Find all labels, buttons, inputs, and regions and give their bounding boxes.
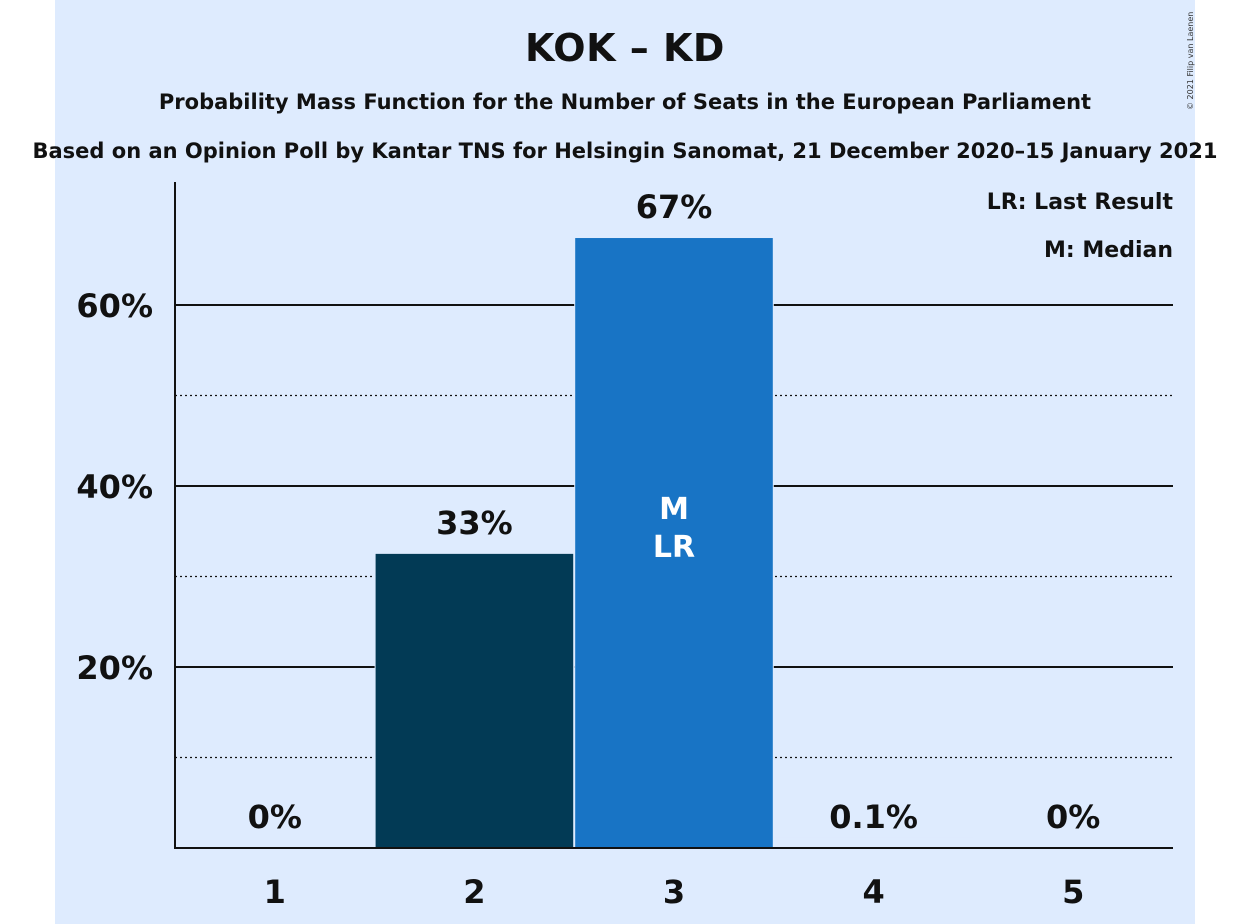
y-tick-label: 20% [76, 649, 153, 687]
chart-title: KOK – KD [525, 26, 725, 70]
bar-value-label: 0.1% [829, 798, 918, 836]
bar-value-label: 0% [1046, 798, 1100, 836]
bar-value-label: 0% [248, 798, 302, 836]
legend-entry: LR: Last Result [987, 190, 1174, 215]
legend-entry: M: Median [1044, 238, 1173, 263]
y-tick-label: 40% [76, 468, 153, 506]
chart-source: Based on an Opinion Poll by Kantar TNS f… [32, 139, 1218, 163]
bar-value-label: 67% [636, 188, 713, 226]
x-tick-label: 4 [862, 873, 884, 911]
bar [375, 553, 574, 848]
chart-subtitle: Probability Mass Function for the Number… [158, 90, 1092, 114]
bar-gap [773, 837, 974, 848]
bar-annotation-label: M [659, 492, 689, 527]
bar-value-label: 33% [436, 504, 513, 542]
bar-annotation-label: LR [653, 530, 695, 565]
x-tick-label: 3 [663, 873, 685, 911]
bar [575, 238, 773, 848]
x-tick-label: 2 [463, 873, 485, 911]
y-tick-label: 60% [76, 287, 153, 325]
x-tick-label: 5 [1062, 873, 1084, 911]
x-tick-label: 1 [264, 873, 286, 911]
